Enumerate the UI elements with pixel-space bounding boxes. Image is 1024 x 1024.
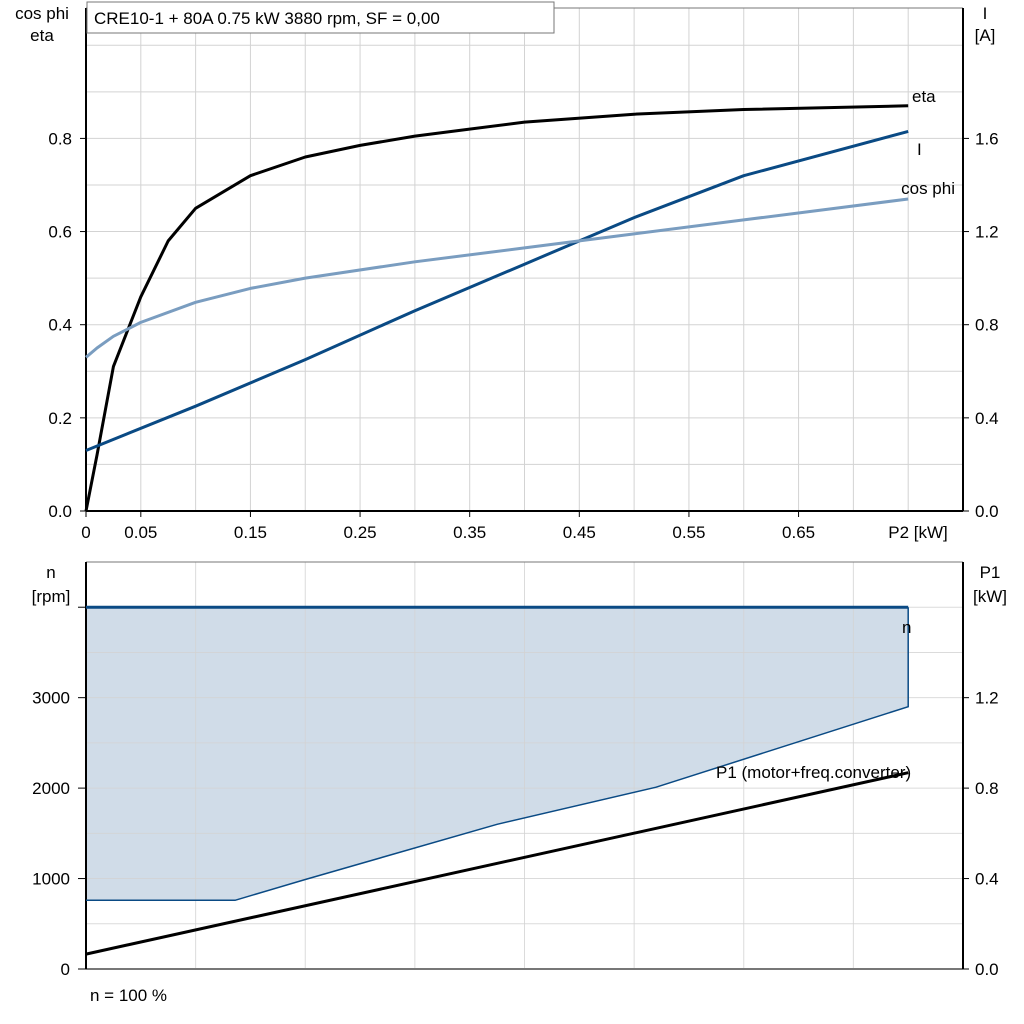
bottom-chart: 0 1000 2000 3000 0.0 0.4 0.8 1.2 n P1 (motor+freq… [32,561,999,979]
series-line-n-min [86,607,909,902]
x-tick-label: 0.65 [782,523,815,542]
y-left-tick-label: 0.2 [48,409,72,428]
x-tick-label: 0 [81,523,90,542]
y-right-tick-label: 0.8 [975,316,999,335]
top-y-left-label-2: eta [30,26,54,45]
series-line-p1 [85,771,909,956]
y-right-tick-label: 1.2 [975,689,999,708]
y-left-tick-label: 0 [61,960,70,979]
chart-title: CRE10-1 + 80A 0.75 kW 3880 rpm, SF = 0,0… [94,9,440,28]
series-label-n: n [902,618,911,637]
y-right-tick-label: 0.8 [975,779,999,798]
top-chart: 0.0 0.2 0.4 0.6 0.8 0.0 0.4 0.8 1.2 1.6 0 0.05 0.15 0… [48,1,999,542]
x-tick-label: 0.05 [124,523,157,542]
title-box [86,1,555,34]
y-left-tick-label: 0.4 [48,316,72,335]
y-right-tick-label: 0.0 [975,960,999,979]
series-line-i [85,129,909,452]
y-left-tick-label: 0.6 [48,223,72,242]
bottom-y-right-label-1: P1 [980,563,1001,582]
x-tick-label: 0.35 [453,523,486,542]
series-label-i: I [917,140,922,159]
series-line-cos-phi [85,197,909,359]
y-right-tick-label: 1.6 [975,129,999,148]
y-left-tick-label: 1000 [32,870,70,889]
bottom-y-left-label-1: n [46,563,55,582]
y-left-tick-label: 2000 [32,779,70,798]
top-y-right-label-1: I [983,4,988,23]
y-right-tick-label: 0.0 [975,502,999,521]
bottom-y-left-label-2: [rpm] [32,587,71,606]
y-right-tick-label: 0.4 [975,870,999,889]
top-y-right-label-2: [A] [975,26,996,45]
y-left-tick-label: 0.8 [48,129,72,148]
bottom-y-right-label-2: [kW] [973,587,1007,606]
series-label-cos-phi: cos phi [901,179,955,198]
y-right-tick-label: 0.4 [975,409,999,428]
x-tick-label: 0.45 [563,523,596,542]
series-label-eta: eta [912,87,936,106]
y-left-tick-label: 0.0 [48,502,72,521]
x-tick-label: 0.55 [672,523,705,542]
x-tick-label: 0.25 [344,523,377,542]
operating-range-area [86,607,909,901]
y-left-tick-label: 3000 [32,689,70,708]
x-tick-label: 0.15 [234,523,267,542]
top-y-left-label-1: cos phi [15,4,69,23]
series-line-eta [84,104,909,512]
top-x-label: P2 [kW] [888,523,948,542]
y-right-tick-label: 1.2 [975,223,999,242]
series-label-p1: P1 (motor+freq.converter) [716,763,911,782]
footnote: n = 100 % [90,986,167,1005]
